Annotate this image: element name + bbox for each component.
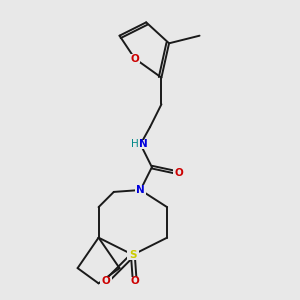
Bar [129,54,140,63]
Text: O: O [130,277,139,286]
Text: O: O [102,277,111,286]
Bar [100,277,112,286]
Bar [127,250,139,260]
Bar [173,168,184,178]
Text: N: N [139,139,148,149]
Text: O: O [130,53,139,64]
Text: N: N [136,185,145,195]
Text: H: H [131,139,139,149]
Bar [135,185,146,195]
Text: S: S [129,250,136,260]
Bar [129,277,140,286]
Text: O: O [174,168,183,178]
Bar [130,140,151,149]
